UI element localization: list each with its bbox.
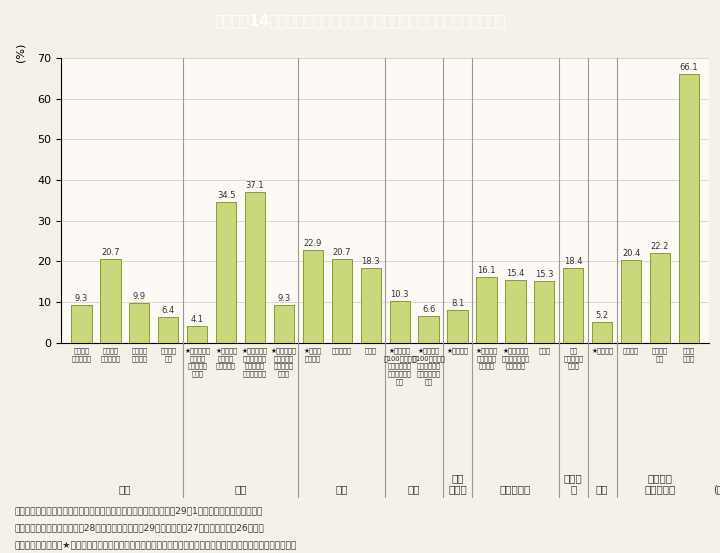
Text: 歯科医師
＊＊: 歯科医師 ＊＊ [652, 347, 668, 362]
Text: ★本省課長
相当職の
国家公務員: ★本省課長 相当職の 国家公務員 [215, 347, 237, 369]
Text: 国会議員
（参議院）: 国会議員 （参議院） [100, 347, 120, 362]
Text: 国会議員
（衆議院）: 国会議員 （衆議院） [71, 347, 91, 362]
Text: 雇用: 雇用 [408, 484, 420, 494]
Bar [274, 305, 294, 343]
Text: 22.2: 22.2 [651, 242, 669, 251]
Text: 5.2: 5.2 [595, 311, 608, 320]
Text: 弁護士: 弁護士 [365, 347, 377, 354]
Text: なお，★印は，第４次男女共同参画基本計画において当該項目が成果目標として掲げられているもの。: なお，★印は，第４次男女共同参画基本計画において当該項目が成果目標として掲げられ… [14, 541, 297, 550]
Text: 研究者: 研究者 [539, 347, 550, 354]
Text: 4.1: 4.1 [191, 315, 204, 324]
Text: 教育・研究: 教育・研究 [500, 484, 531, 494]
Text: ★民間企業
（100人以上）
における管理
職（部長相当
職）: ★民間企業 （100人以上） における管理 職（部長相当 職） [413, 347, 445, 385]
Bar [100, 259, 120, 343]
Text: 66.1: 66.1 [680, 63, 698, 72]
Text: 20.7: 20.7 [101, 248, 120, 257]
Text: 薬剤師
＊＊＊: 薬剤師 ＊＊＊ [683, 347, 695, 362]
Text: 都道府県
議会議員: 都道府県 議会議員 [131, 347, 148, 362]
Text: 9.9: 9.9 [132, 291, 146, 300]
Bar [302, 250, 323, 343]
Text: 司法: 司法 [336, 484, 348, 494]
Bar [158, 317, 179, 343]
Bar [563, 268, 583, 343]
Y-axis label: (%): (%) [16, 43, 26, 62]
Text: 農林
水産業: 農林 水産業 [448, 473, 467, 494]
Text: 15.3: 15.3 [535, 269, 554, 279]
Text: ★民間企業
（100人以上）
における管理
職（課長相当
職）: ★民間企業 （100人以上） における管理 職（課長相当 職） [383, 347, 416, 385]
Bar [361, 268, 381, 343]
Bar [505, 280, 526, 343]
Text: 記者
（日本新聞
協会）: 記者 （日本新聞 協会） [563, 347, 583, 369]
Bar [447, 310, 468, 343]
Text: ★自治会長: ★自治会長 [591, 347, 613, 354]
Text: Ｉ－１－14図　各分野における主な「指導的地位」に女性が占める割合: Ｉ－１－14図 各分野における主な「指導的地位」に女性が占める割合 [214, 13, 506, 28]
Text: ★農業委員: ★農業委員 [446, 347, 469, 354]
Bar [621, 260, 642, 343]
Text: 地域: 地域 [596, 484, 608, 494]
Bar [650, 253, 670, 343]
Bar [129, 302, 150, 343]
Text: 医師＊＊: 医師＊＊ [623, 347, 639, 354]
Text: 18.4: 18.4 [564, 257, 582, 266]
Text: 裁判官＊＊: 裁判官＊＊ [332, 347, 352, 354]
Bar [390, 301, 410, 343]
Text: 6.6: 6.6 [422, 305, 436, 314]
Bar [592, 322, 612, 343]
Text: ★国家公務員
採用者の
国家公務員
試験＊: ★国家公務員 採用者の 国家公務員 試験＊ [184, 347, 210, 377]
Text: 9.3: 9.3 [75, 294, 88, 303]
Text: 政治: 政治 [119, 484, 131, 494]
Text: 15.4: 15.4 [506, 269, 525, 278]
Text: 20.4: 20.4 [622, 249, 640, 258]
Bar [679, 74, 699, 343]
Text: ★検察官
（検事）: ★検察官 （検事） [304, 347, 322, 362]
Text: 6.4: 6.4 [161, 306, 175, 315]
Text: 行政: 行政 [234, 484, 247, 494]
Text: ★大学教授等
（学長、副学長
及び教授）: ★大学教授等 （学長、副学長 及び教授） [501, 347, 529, 369]
Bar [245, 192, 265, 343]
Text: 9.3: 9.3 [277, 294, 291, 303]
Text: ２．原則として平成28年値。ただし，＊は29年値，＊＊は27年値，＊＊＊は26年値。: ２．原則として平成28年値。ただし，＊は29年値，＊＊は27年値，＊＊＊は26年… [14, 524, 264, 533]
Text: 20.7: 20.7 [333, 248, 351, 257]
Text: 37.1: 37.1 [246, 181, 264, 190]
Text: 18.3: 18.3 [361, 257, 380, 267]
Text: (分野): (分野) [714, 484, 720, 494]
Bar [216, 202, 236, 343]
Bar [418, 316, 438, 343]
Text: 22.9: 22.9 [304, 239, 322, 248]
Text: 8.1: 8.1 [451, 299, 464, 308]
Text: メディ
ア: メディ ア [564, 473, 582, 494]
Text: ★都道府県に
おける本庁
課長相当職
の職員: ★都道府県に おける本庁 課長相当職 の職員 [271, 347, 297, 377]
Text: 34.5: 34.5 [217, 191, 235, 200]
Bar [477, 278, 497, 343]
Bar [71, 305, 91, 343]
Text: 10.3: 10.3 [390, 290, 409, 299]
Text: 都道府県
知事: 都道府県 知事 [161, 347, 176, 362]
Text: （備考）１．内閣府「女性の政策・方針決定参画状況調べ」（平成29年1月）より一部情報を更新。: （備考）１．内閣府「女性の政策・方針決定参画状況調べ」（平成29年1月）より一部… [14, 506, 263, 515]
Text: ★国の審議会
委員における
本府省担当
相当職の職員: ★国の審議会 委員における 本府省担当 相当職の職員 [242, 347, 268, 377]
Text: 16.1: 16.1 [477, 267, 495, 275]
Text: ★初等中等
教育機関の
教頭以上: ★初等中等 教育機関の 教頭以上 [475, 347, 498, 369]
Bar [534, 280, 554, 343]
Bar [187, 326, 207, 343]
Bar [332, 259, 352, 343]
Text: その他の
専門的職業: その他の 専門的職業 [644, 473, 675, 494]
